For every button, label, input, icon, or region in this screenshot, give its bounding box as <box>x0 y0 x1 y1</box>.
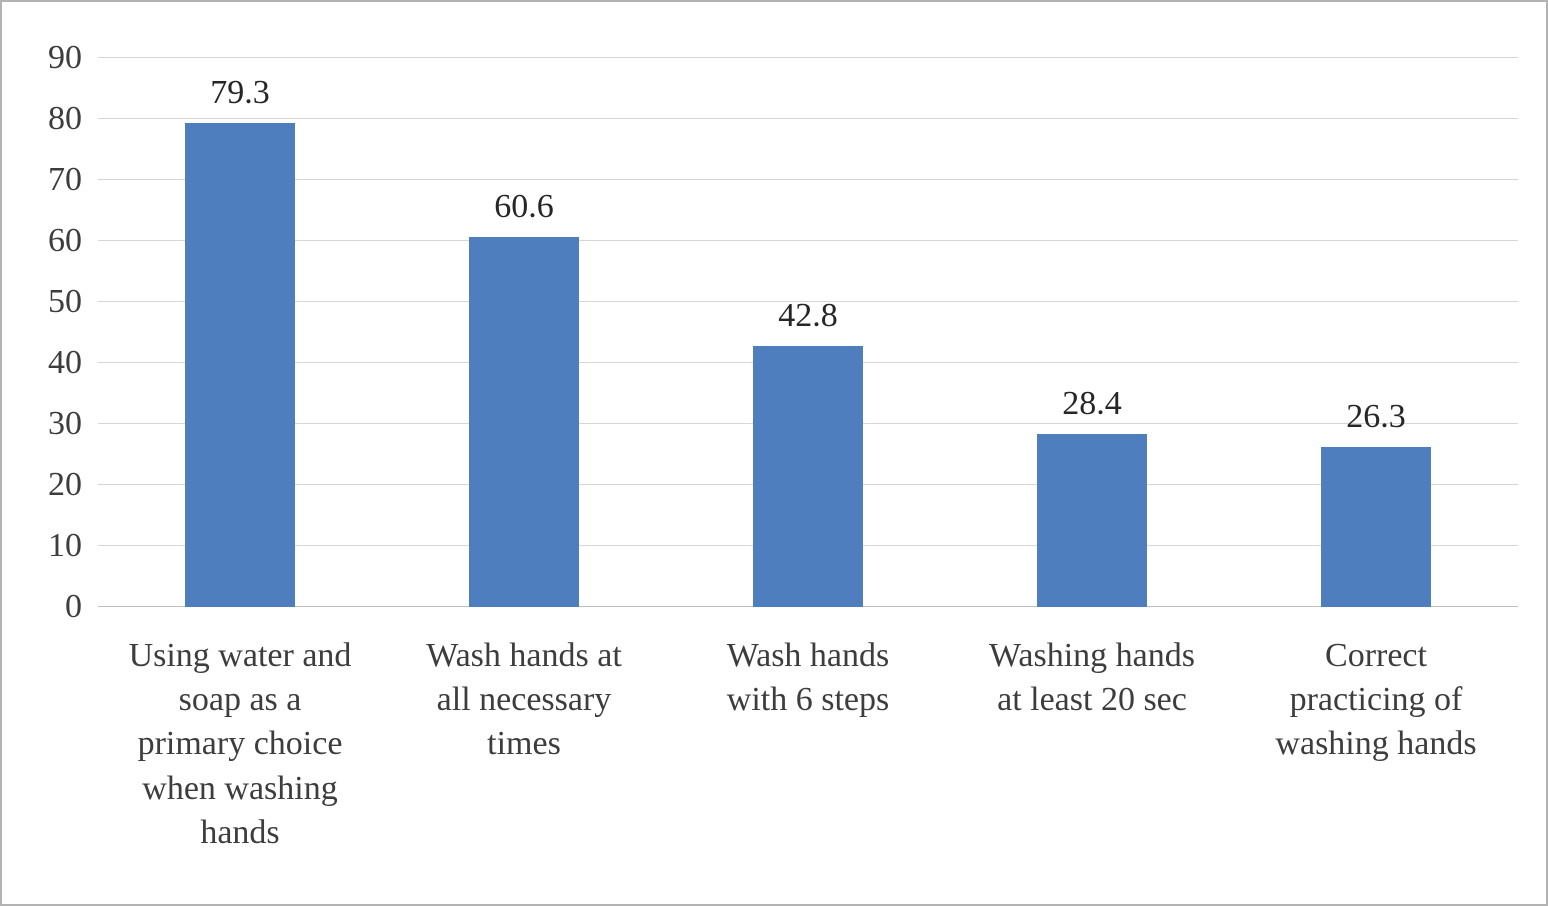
bar-slot: 28.4 <box>950 58 1234 607</box>
y-tick-label: 60 <box>48 222 82 259</box>
bar-slot: 26.3 <box>1234 58 1518 607</box>
y-tick-label: 30 <box>48 405 82 442</box>
bar-slot: 60.6 <box>382 58 666 607</box>
gridline <box>98 118 1518 119</box>
y-tick-label: 80 <box>48 100 82 137</box>
bar <box>753 345 863 607</box>
y-tick-label: 0 <box>65 588 82 625</box>
bar-slot: 79.3 <box>98 58 382 607</box>
gridline <box>98 301 1518 302</box>
gridline <box>98 57 1518 58</box>
y-tick-label: 20 <box>48 466 82 503</box>
bar-slot: 42.8 <box>666 58 950 607</box>
gridline <box>98 240 1518 241</box>
x-category-label: Using water and soap as a primary choice wh… <box>128 637 352 851</box>
x-category-label: Wash hands at all necessary times <box>426 637 622 763</box>
bar-value-label: 60.6 <box>494 188 554 226</box>
y-tick-label: 70 <box>48 161 82 198</box>
bar-value-label: 42.8 <box>778 296 838 334</box>
y-axis: 0 10 20 30 40 50 60 70 80 90 <box>2 41 82 624</box>
y-tick-label: 40 <box>48 344 82 381</box>
y-tick-label: 90 <box>48 39 82 76</box>
bar <box>1037 433 1147 607</box>
bar <box>185 123 295 607</box>
x-axis-labels: Using water and soap as a primary choice wh… <box>98 634 1518 855</box>
bar <box>469 237 579 607</box>
plot-area: 79.3 60.6 42.8 28.4 26.3 <box>98 57 1518 607</box>
x-category-label: Washing hands at least 20 sec <box>989 637 1195 719</box>
bar-value-label: 26.3 <box>1346 397 1406 435</box>
bar <box>1321 446 1431 607</box>
bar-value-label: 79.3 <box>210 74 270 112</box>
x-category-label: Correct practicing of washing hands <box>1275 637 1477 763</box>
x-category-label: Wash hands with 6 steps <box>726 637 890 719</box>
bar-value-label: 28.4 <box>1062 384 1122 422</box>
y-tick-label: 50 <box>48 283 82 320</box>
gridline <box>98 179 1518 180</box>
y-tick-label: 10 <box>48 527 82 564</box>
bars-container: 79.3 60.6 42.8 28.4 26.3 <box>98 58 1518 607</box>
